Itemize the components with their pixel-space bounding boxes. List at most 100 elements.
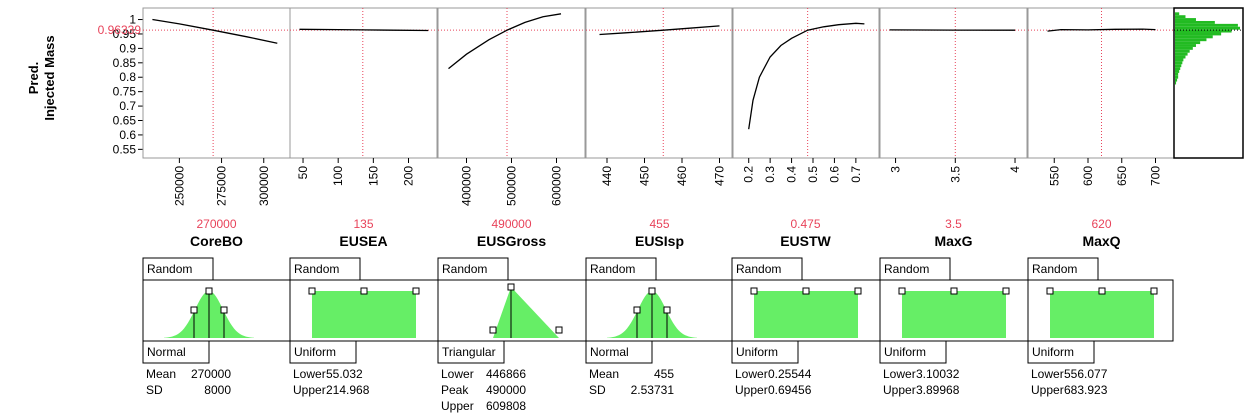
setting-dropdown-label: Random — [147, 262, 192, 276]
y-axis-tick-label: 0.9 — [119, 41, 136, 55]
param-name: Upper — [441, 399, 474, 413]
histogram-bar — [1175, 58, 1184, 62]
param-value: 556.077 — [1064, 367, 1108, 381]
x-axis-tick-label: 300000 — [257, 166, 271, 206]
uniform-density — [1050, 291, 1154, 338]
param-value: 490000 — [486, 383, 526, 397]
distribution-handle[interactable] — [412, 287, 420, 295]
distribution-handle[interactable] — [750, 287, 758, 295]
distribution-handle[interactable] — [648, 287, 656, 295]
y-axis-title-line1: Pred. — [26, 62, 41, 95]
profile-panel-eusea[interactable] — [289, 7, 438, 159]
distribution-handle[interactable] — [1046, 287, 1054, 295]
distribution-handle[interactable] — [220, 306, 228, 314]
histogram-bar — [1175, 32, 1222, 36]
factor-name-eustw: EUSTW — [780, 233, 831, 249]
histogram-bar — [1175, 49, 1190, 53]
profile-panel-eusisp[interactable] — [585, 7, 734, 159]
distribution-handle[interactable] — [360, 287, 368, 295]
distribution-handle[interactable] — [1002, 287, 1010, 295]
triangular-density — [493, 287, 559, 338]
distribution-handle[interactable] — [802, 287, 810, 295]
distribution-handle[interactable] — [190, 306, 198, 314]
distribution-handle[interactable] — [507, 283, 515, 291]
x-axis-tick-label: 0.3 — [763, 166, 777, 183]
param-name: Lower — [883, 367, 916, 381]
histogram-bar — [1175, 46, 1193, 50]
y-axis-title-line2: Injected Mass — [42, 35, 57, 120]
param-value: 446866 — [486, 367, 526, 381]
x-axis-tick-label: 0.4 — [785, 166, 799, 183]
param-value: 609808 — [486, 399, 526, 413]
param-name: SD — [589, 383, 606, 397]
histogram-bar — [1175, 67, 1181, 71]
param-name: SD — [146, 383, 163, 397]
distribution-type-label: Uniform — [294, 345, 336, 359]
y-axis-tick-label: 0.55 — [113, 142, 137, 156]
histogram-bar — [1175, 15, 1186, 19]
y-axis-tick-label: 0.7 — [119, 99, 136, 113]
profile-panel-eusgross[interactable] — [437, 7, 586, 159]
distribution-handle[interactable] — [555, 326, 563, 334]
uniform-density — [754, 291, 858, 338]
histogram-bar — [1175, 23, 1238, 27]
x-axis-tick-label: 0.6 — [827, 166, 841, 183]
distribution-handle[interactable] — [898, 287, 906, 295]
distribution-handle[interactable] — [205, 287, 213, 295]
histogram-bar — [1175, 52, 1188, 56]
uniform-density — [312, 291, 416, 338]
y-axis-tick-label: 1 — [129, 13, 136, 27]
histogram-bar — [1175, 18, 1196, 21]
factor-name-corebo: CoreBO — [190, 233, 243, 249]
histogram-bar — [1175, 75, 1179, 79]
param-value: 0.25544 — [768, 367, 812, 381]
histogram-bar — [1175, 20, 1215, 24]
distribution-handle[interactable] — [308, 287, 316, 295]
distribution-type-label: Uniform — [736, 345, 778, 359]
x-axis-tick-label: 3.5 — [948, 166, 962, 183]
factor-current-value: 620 — [1091, 217, 1111, 231]
distribution-handle[interactable] — [633, 306, 641, 314]
param-name: Mean — [146, 367, 176, 381]
x-axis-tick-label: 500000 — [505, 166, 519, 206]
param-value: 3.89968 — [916, 383, 960, 397]
histogram-bar — [1175, 41, 1201, 45]
profile-panel-maxg[interactable] — [879, 7, 1028, 159]
x-axis-tick-label: 100 — [331, 166, 345, 186]
factor-current-value: 455 — [649, 217, 669, 231]
factor-name-maxq: MaxQ — [1082, 233, 1120, 249]
factor-name-eusea: EUSEA — [339, 233, 387, 249]
histogram-bar — [1175, 70, 1180, 73]
profile-curve-eustw — [748, 22, 865, 130]
distribution-type-label: Uniform — [884, 345, 926, 359]
distribution-handle[interactable] — [854, 287, 862, 295]
profile-panel-eustw[interactable] — [731, 7, 880, 159]
distribution-handle[interactable] — [663, 306, 671, 314]
histogram-bar — [1175, 26, 1240, 30]
x-axis-tick-label: 440 — [600, 166, 614, 186]
profile-curve-corebo — [152, 18, 278, 44]
distribution-handle[interactable] — [489, 326, 497, 334]
distribution-handle[interactable] — [1098, 287, 1106, 295]
x-axis-tick-label: 3 — [889, 166, 903, 173]
histogram-bar — [1175, 61, 1183, 65]
x-axis-tick-label: 0.7 — [849, 166, 863, 183]
y-axis-tick-label: 0.6 — [119, 128, 136, 142]
profile-curve-eusea — [299, 28, 429, 32]
uniform-density — [902, 291, 1006, 338]
distribution-type-label: Triangular — [442, 345, 496, 359]
x-axis-tick-label: 50 — [296, 166, 310, 180]
y-axis-tick-label: 0.85 — [113, 56, 137, 70]
factor-current-value: 270000 — [196, 217, 236, 231]
distribution-handle[interactable] — [1150, 287, 1158, 295]
x-axis-tick-label: 450 — [638, 166, 652, 186]
y-axis-tick-label: 0.65 — [113, 114, 137, 128]
profile-curve-maxq — [1047, 28, 1156, 32]
x-axis-tick-label: 0.2 — [742, 166, 756, 183]
distribution-type-label: Normal — [147, 345, 186, 359]
distribution-handle[interactable] — [950, 287, 958, 295]
y-axis-title: Pred. Injected Mass — [20, 0, 70, 160]
histogram-bar — [1175, 44, 1196, 47]
